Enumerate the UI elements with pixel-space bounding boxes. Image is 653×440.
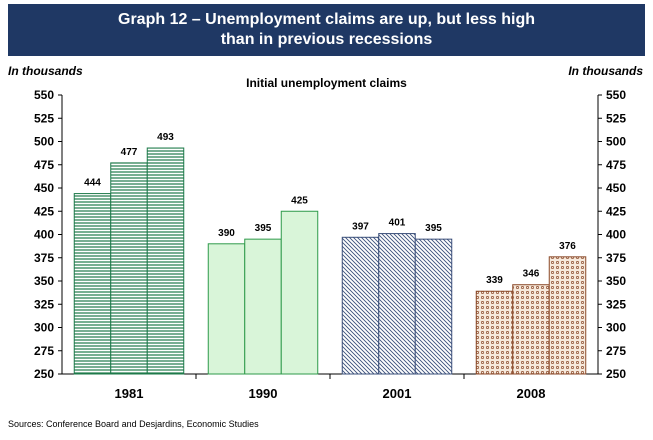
- bar-1990-2: [244, 238, 282, 375]
- y-tick-label-left: 300: [34, 321, 54, 335]
- y-tick-label-right: 375: [606, 251, 626, 265]
- x-category-label-1981: 1981: [115, 386, 144, 401]
- y-tick-label-left: 375: [34, 251, 54, 265]
- bar-2001-2: [378, 233, 416, 375]
- y-tick-label-left: 275: [34, 344, 54, 358]
- y-tick-label-left: 525: [34, 111, 54, 125]
- y-tick-label-left: 425: [34, 204, 54, 218]
- y-tick-label-right: 450: [606, 181, 626, 195]
- y-tick-label-right: 550: [606, 88, 626, 102]
- data-label-1990-2: 395: [255, 223, 272, 234]
- data-label-2001-1: 397: [352, 221, 369, 232]
- data-label-1990-1: 390: [218, 228, 235, 239]
- y-tick-label-left: 500: [34, 135, 54, 149]
- x-category-label-1990: 1990: [249, 386, 278, 401]
- data-label-2008-2: 346: [523, 269, 540, 280]
- bar-1981-2: [110, 162, 148, 375]
- x-category-label-2008: 2008: [517, 386, 546, 401]
- right-unit-label: In thousands: [568, 64, 643, 78]
- y-tick-label-right: 400: [606, 228, 626, 242]
- chart-title: Initial unemployment claims: [246, 76, 407, 90]
- bar-2008-3: [548, 256, 587, 375]
- bars-layer: [73, 147, 587, 375]
- data-label-2008-3: 376: [559, 241, 576, 252]
- y-tick-label-right: 250: [606, 367, 626, 381]
- sources-note: Sources: Conference Board and Desjardins…: [8, 419, 259, 429]
- bar-1990-1: [207, 243, 246, 375]
- bar-1981-1: [73, 193, 112, 375]
- y-tick-label-right: 325: [606, 297, 626, 311]
- bar-1981-3: [146, 147, 185, 375]
- y-tick-label-left: 450: [34, 181, 54, 195]
- bar-2008-1: [475, 290, 514, 375]
- data-label-1981-1: 444: [84, 178, 101, 189]
- bar-1990-3: [280, 210, 319, 375]
- chart-header-line2: than in previous recessions: [220, 31, 433, 48]
- data-label-1981-3: 493: [157, 132, 174, 143]
- data-label-1981-2: 477: [121, 147, 138, 158]
- labels-layer: 444 477 493 1981 390 395 425 1990 397 401 395 2001 3…: [84, 132, 576, 401]
- y-tick-label-left: 400: [34, 228, 54, 242]
- data-label-1990-3: 425: [291, 195, 308, 206]
- y-tick-label-left: 250: [34, 367, 54, 381]
- y-tick-label-left: 475: [34, 158, 54, 172]
- data-label-2008-1: 339: [486, 275, 503, 286]
- y-tick-label-right: 425: [606, 204, 626, 218]
- y-tick-label-left: 325: [34, 297, 54, 311]
- left-unit-label: In thousands: [8, 64, 83, 78]
- data-label-2001-3: 395: [425, 223, 442, 234]
- bar-2001-3: [414, 238, 453, 375]
- y-tick-label-right: 350: [606, 274, 626, 288]
- chart-header: Graph 12 – Unemployment claims are up, b…: [8, 4, 645, 56]
- y-tick-label-right: 525: [606, 111, 626, 125]
- chart-header-line1: Graph 12 – Unemployment claims are up, b…: [118, 11, 535, 28]
- y-tick-label-left: 350: [34, 274, 54, 288]
- data-label-2001-2: 401: [389, 218, 406, 229]
- x-category-label-2001: 2001: [383, 386, 412, 401]
- y-tick-label-left: 550: [34, 88, 54, 102]
- bar-2001-1: [341, 236, 380, 375]
- y-tick-label-right: 300: [606, 321, 626, 335]
- y-tick-label-right: 475: [606, 158, 626, 172]
- y-tick-label-right: 275: [606, 344, 626, 358]
- y-tick-label-right: 500: [606, 135, 626, 149]
- bar-2008-2: [512, 284, 550, 375]
